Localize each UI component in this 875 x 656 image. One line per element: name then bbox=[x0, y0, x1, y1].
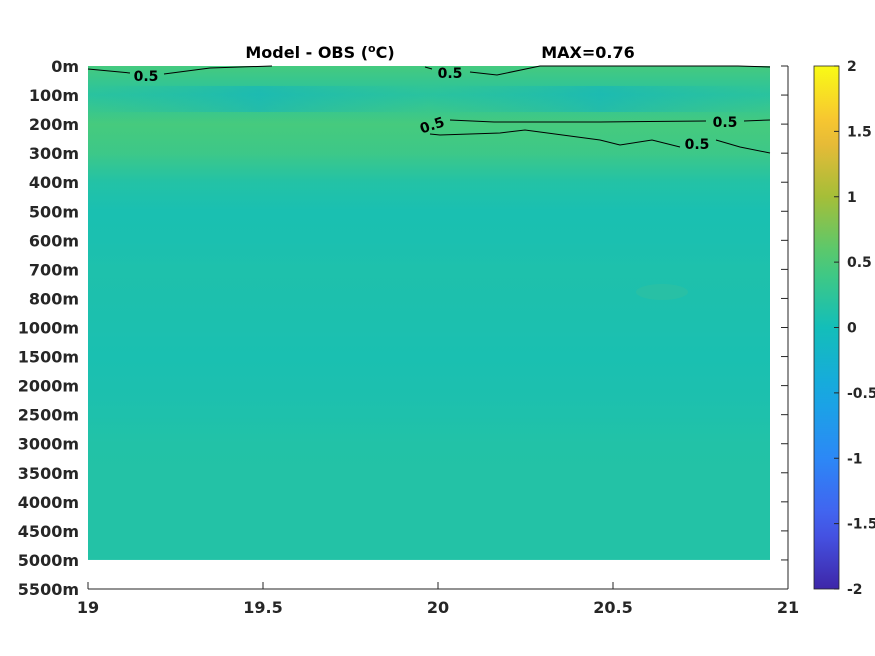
heatmap-field bbox=[88, 66, 770, 560]
x-tick-label: 19.5 bbox=[243, 598, 282, 617]
x-tick-label: 19 bbox=[77, 598, 99, 617]
title-superscript: o bbox=[368, 42, 376, 55]
x-tick-label: 20.5 bbox=[593, 598, 632, 617]
colorbar-tick-label: 2 bbox=[847, 59, 857, 75]
colorbar-tick-label: -1 bbox=[847, 451, 863, 467]
y-tick-label: 4000m bbox=[18, 493, 79, 512]
y-tick-label: 1000m bbox=[18, 319, 79, 338]
y-tick-label: 0m bbox=[51, 57, 79, 76]
colorbar-tick-label: 1 bbox=[847, 190, 857, 206]
y-tick-label: 3000m bbox=[18, 435, 79, 454]
contour-label: 0.5 bbox=[134, 69, 159, 85]
y-tick-label: 3500m bbox=[18, 464, 79, 483]
y-tick-label: 300m bbox=[29, 144, 79, 163]
colorbar-tick-label: -0.5 bbox=[847, 386, 875, 402]
y-tick-label: 100m bbox=[29, 86, 79, 105]
contour-line bbox=[87, 65, 273, 75]
colorbar: 2 1.5 1 0.5 0 -0.5 -1 -1.5 -2 bbox=[813, 59, 875, 598]
y-tick-label: 600m bbox=[29, 231, 79, 250]
contour-label: 0.5 bbox=[438, 66, 463, 82]
warm-patch bbox=[636, 284, 688, 300]
y-tick-label: 2000m bbox=[18, 377, 79, 396]
x-axis-ticks: 19 19.5 20 20.5 21 bbox=[77, 582, 799, 617]
y-tick-label: 700m bbox=[29, 260, 79, 279]
colorbar-tick-label: -2 bbox=[847, 582, 863, 598]
title-prefix: Model - OBS ( bbox=[245, 43, 368, 62]
title-suffix: C) bbox=[376, 43, 395, 62]
contour-line bbox=[429, 129, 771, 154]
contour-line bbox=[449, 119, 771, 123]
y-tick-label: 400m bbox=[29, 173, 79, 192]
y-tick-label: 200m bbox=[29, 115, 79, 134]
chart-title: Model - OBS (oC) bbox=[245, 42, 394, 62]
subsurface-minimum-band bbox=[88, 86, 770, 112]
contour-line bbox=[424, 65, 771, 76]
colorbar-tick-label: 0.5 bbox=[847, 255, 872, 271]
y-tick-label: 5500m bbox=[18, 580, 79, 599]
colorbar-tick-label: 0 bbox=[847, 321, 857, 337]
max-annotation: MAX=0.76 bbox=[541, 43, 635, 62]
contour-label: 0.5 bbox=[685, 137, 710, 153]
y-tick-label: 5000m bbox=[18, 551, 79, 570]
y-tick-label: 4500m bbox=[18, 522, 79, 541]
contour-lines: 0.5 0.5 0.5 0.5 0.5 bbox=[87, 65, 771, 154]
contour-label: 0.5 bbox=[713, 115, 738, 131]
y-tick-label: 1500m bbox=[18, 348, 79, 367]
colorbar-ticks: 2 1.5 1 0.5 0 -0.5 -1 -1.5 -2 bbox=[834, 59, 875, 598]
colorbar-tick-label: 1.5 bbox=[847, 124, 872, 140]
y-tick-label: 500m bbox=[29, 202, 79, 221]
y-axis-ticks: 0m 100m 200m 300m 400m 500m 600m 700m 800m 1000m 1… bbox=[18, 57, 788, 599]
y-tick-label: 2500m bbox=[18, 406, 79, 425]
colorbar-tick-label: -1.5 bbox=[847, 517, 875, 533]
x-tick-label: 20 bbox=[427, 598, 449, 617]
plot-area bbox=[88, 66, 788, 589]
x-tick-label: 21 bbox=[777, 598, 799, 617]
y-tick-label: 800m bbox=[29, 289, 79, 308]
contour-label: 0.5 bbox=[418, 115, 447, 138]
